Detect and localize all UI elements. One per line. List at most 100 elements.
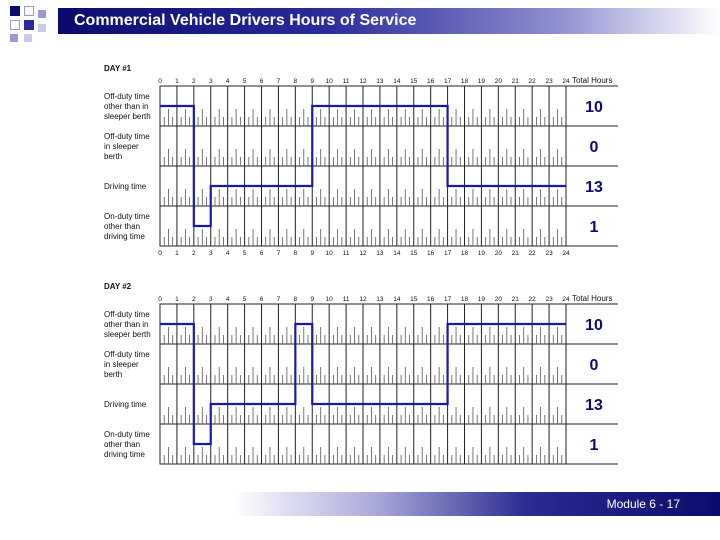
row-label: Off-duty time (104, 92, 150, 101)
hour-label: 9 (310, 78, 314, 85)
log-graph-image: DAY #1 0 1 2 3 4 5 6 7 8 9 10 11 12 13 14 15 16 17 18 19 20 21… (102, 56, 624, 468)
row-label: Driving time (104, 182, 147, 191)
hour-label: 22 (529, 78, 537, 85)
hour-label-bottom: 22 (529, 250, 537, 257)
row-label: Off-duty time (104, 310, 150, 319)
row-label: driving time (104, 232, 145, 241)
hour-label-bottom: 1 (175, 250, 179, 257)
hour-label: 6 (260, 296, 264, 303)
row-label: in sleeper (104, 360, 139, 369)
row-total: 10 (585, 99, 603, 116)
hour-label: 18 (461, 296, 469, 303)
hours-of-service-logs: DAY #10 1 2 3 4 5 6 7 8 9 10 11 12 13 14 15 16 17 18 19 20 21… (104, 64, 618, 465)
decor-square (10, 34, 18, 42)
hour-label: 15 (410, 78, 418, 85)
hour-label: 11 (343, 296, 350, 303)
hour-label-bottom: 8 (294, 250, 298, 257)
decor-square (10, 6, 20, 16)
hour-label: 7 (277, 78, 281, 85)
hour-label: 15 (410, 296, 418, 303)
hour-label: 20 (495, 78, 503, 85)
hour-label: 16 (427, 296, 435, 303)
hour-label: 21 (512, 78, 520, 85)
hour-label: 13 (376, 296, 384, 303)
hour-label: 5 (243, 78, 247, 85)
hour-label-bottom: 5 (243, 250, 247, 257)
hour-label-bottom: 2 (192, 250, 196, 257)
hour-label: 18 (461, 78, 469, 85)
row-label: berth (104, 152, 122, 161)
hour-label: 20 (495, 296, 503, 303)
day-label: DAY #2 (104, 282, 132, 291)
hour-label: 19 (478, 296, 486, 303)
hour-label-bottom: 15 (410, 250, 418, 257)
hour-label: 10 (326, 296, 334, 303)
hour-label-bottom: 19 (478, 250, 486, 257)
hour-label: 17 (444, 296, 452, 303)
hour-label: 1 (175, 296, 179, 303)
hour-label: 2 (192, 78, 196, 85)
hour-label-bottom: 14 (393, 250, 401, 257)
hour-label: 24 (562, 296, 570, 303)
hour-label-bottom: 18 (461, 250, 469, 257)
hour-label: 21 (512, 296, 520, 303)
hour-label: 7 (277, 296, 281, 303)
row-total: 0 (590, 139, 599, 156)
hour-label: 0 (158, 78, 162, 85)
decor-square (38, 10, 46, 18)
hour-label: 3 (209, 296, 213, 303)
row-total: 1 (590, 437, 599, 454)
hour-label: 8 (294, 296, 298, 303)
hour-label: 11 (343, 78, 350, 85)
decor-square (10, 20, 20, 30)
hour-label: 17 (444, 78, 452, 85)
hour-label: 16 (427, 78, 435, 85)
hour-label: 4 (226, 296, 230, 303)
decor-square (24, 6, 34, 16)
decor-square (24, 20, 34, 30)
row-label: On-duty time (104, 212, 150, 221)
hour-label: 6 (260, 78, 264, 85)
row-label: other than in (104, 320, 148, 329)
row-label: other than in (104, 102, 148, 111)
row-label: Off-duty time (104, 350, 150, 359)
row-label: in sleeper (104, 142, 139, 151)
row-label: sleeper berth (104, 112, 151, 121)
row-total: 13 (585, 397, 603, 414)
hour-label: 22 (529, 296, 537, 303)
hour-label-bottom: 13 (376, 250, 384, 257)
row-label: other than (104, 222, 140, 231)
row-label: sleeper berth (104, 330, 151, 339)
hour-label: 14 (393, 296, 401, 303)
row-label: Driving time (104, 400, 147, 409)
hour-label-bottom: 12 (359, 250, 367, 257)
hour-label: 12 (359, 78, 367, 85)
row-total: 13 (585, 179, 603, 196)
decor-square (24, 34, 32, 42)
hour-label: 14 (393, 78, 401, 85)
hour-label: 2 (192, 296, 196, 303)
total-hours-header: Total Hours (572, 294, 612, 303)
duty-status-line (160, 104, 566, 228)
day-label: DAY #1 (104, 64, 132, 73)
hour-label-bottom: 10 (326, 250, 334, 257)
hour-label-bottom: 20 (495, 250, 503, 257)
hour-label-bottom: 11 (343, 250, 350, 257)
hour-label: 23 (545, 296, 553, 303)
hour-label: 1 (175, 78, 179, 85)
slide-title: Commercial Vehicle Drivers Hours of Serv… (74, 12, 417, 29)
row-label: other than (104, 440, 140, 449)
footer-bar: Module 6 - 17 (234, 492, 720, 516)
hour-label: 19 (478, 78, 486, 85)
row-label: On-duty time (104, 430, 150, 439)
hour-label-bottom: 24 (562, 250, 570, 257)
row-label: Off-duty time (104, 132, 150, 141)
hour-label-bottom: 17 (444, 250, 452, 257)
title-bar: Commercial Vehicle Drivers Hours of Serv… (58, 8, 720, 34)
hour-label: 4 (226, 78, 230, 85)
hour-label: 5 (243, 296, 247, 303)
hour-label-bottom: 6 (260, 250, 264, 257)
hour-label-bottom: 9 (310, 250, 314, 257)
hour-label: 8 (294, 78, 298, 85)
hour-label-bottom: 4 (226, 250, 230, 257)
